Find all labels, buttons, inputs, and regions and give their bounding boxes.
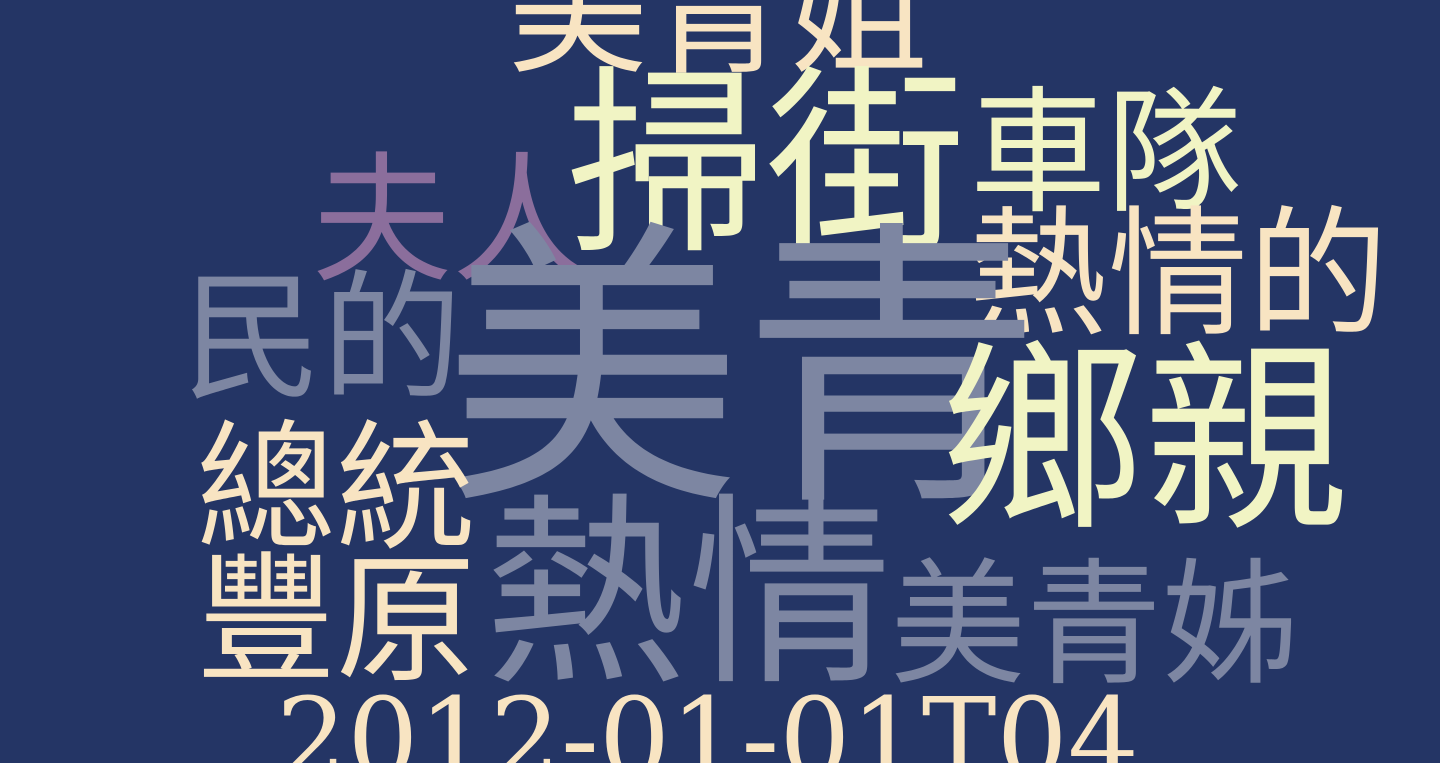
word-meiqing: 美青	[442, 197, 1042, 546]
word-furen: 夫人	[312, 140, 593, 303]
word-zongtong: 總統	[196, 408, 477, 571]
word-minde: 民的	[182, 258, 463, 421]
word-date: 2012-01-01T04	[276, 675, 1139, 763]
word-reqingde: 熱情的	[968, 194, 1389, 357]
word-saojie: 掃街	[566, 49, 967, 282]
word-xiangqin: 鄉親	[940, 323, 1348, 560]
word-meiqingzi: 美青姊	[890, 547, 1298, 705]
word-chedui: 車隊	[970, 75, 1242, 233]
word-fengyuan: 豐原	[196, 540, 477, 703]
word-reqing: 熱情	[484, 477, 892, 714]
word-meiqingjie: 美青姐	[508, 0, 929, 95]
